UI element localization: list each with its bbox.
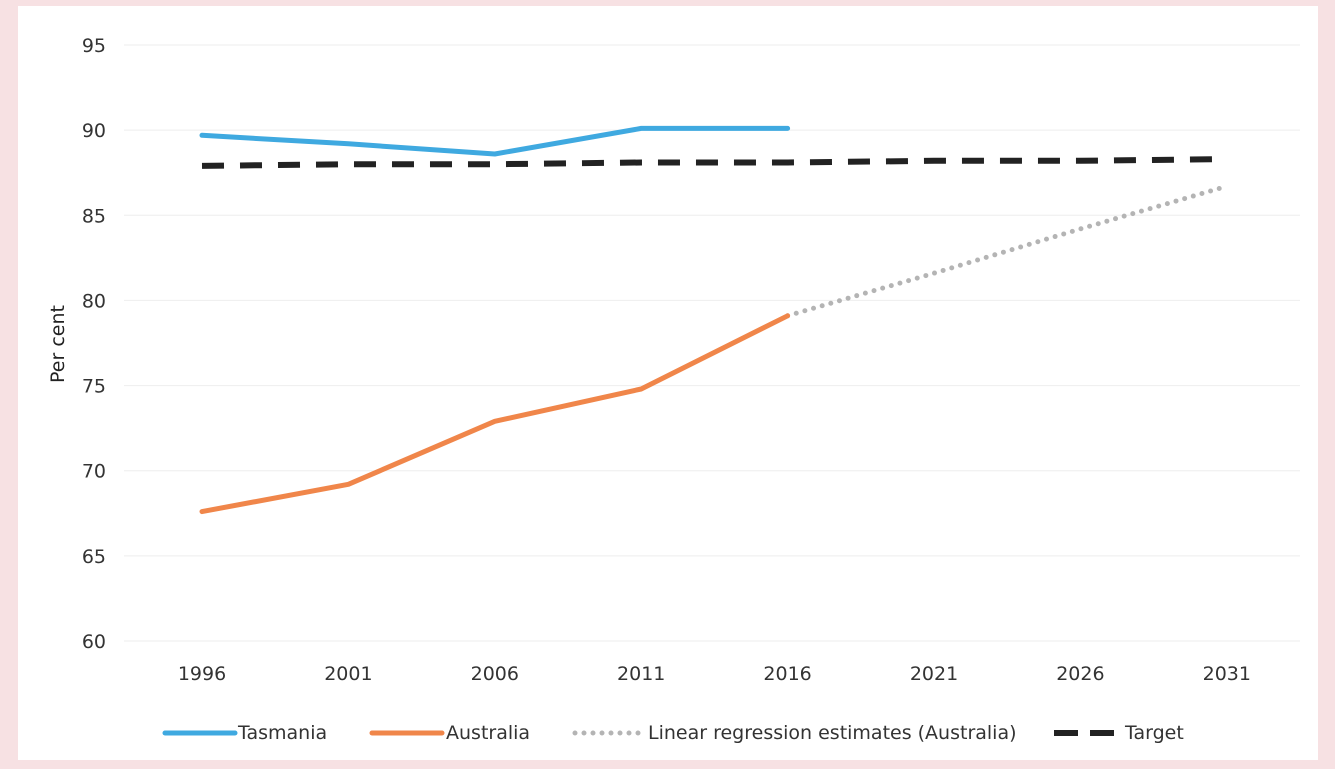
series-line-target <box>201 156 1227 169</box>
legend-item: Tasmania <box>162 722 327 744</box>
legend-item: Target <box>1054 722 1184 744</box>
y-tick-label: 70 <box>82 461 106 483</box>
y-axis-ticks: 60 65 70 75 80 85 90 95 <box>82 35 106 653</box>
y-tick-label: 60 <box>82 631 106 653</box>
y-tick-label: 90 <box>82 120 106 142</box>
y-axis-title: Per cent <box>47 305 69 383</box>
x-tick-label: 2031 <box>1203 663 1251 685</box>
y-tick-label: 65 <box>82 546 106 568</box>
legend-label: Tasmania <box>237 722 327 744</box>
x-tick-label: 2001 <box>324 663 372 685</box>
gridlines <box>124 44 1300 642</box>
legend: Tasmania Australia Linear regression estim… <box>162 722 1184 744</box>
legend-label: Australia <box>446 722 530 744</box>
chart-frame <box>18 6 1318 760</box>
y-tick-label: 95 <box>82 35 106 57</box>
x-tick-label: 2021 <box>910 663 958 685</box>
legend-label: Target <box>1124 722 1184 744</box>
legend-item: Linear regression estimates (Australia) <box>572 722 1017 744</box>
series-line-tasmania <box>199 125 791 157</box>
y-tick-label: 85 <box>82 205 106 227</box>
y-tick-label: 80 <box>82 290 106 312</box>
x-tick-label: 2016 <box>763 663 811 685</box>
x-tick-label: 1996 <box>178 663 226 685</box>
x-tick-label: 2006 <box>471 663 519 685</box>
x-axis-ticks: 1996 2001 2006 2011 2016 2021 2026 2031 <box>178 663 1251 685</box>
series-line-linear-regression-estimates-australia <box>785 183 1230 319</box>
x-tick-label: 2011 <box>617 663 665 685</box>
x-tick-label: 2026 <box>1056 663 1104 685</box>
series-line-australia <box>199 313 791 515</box>
legend-item: Australia <box>369 722 530 744</box>
series-lines <box>199 125 1230 515</box>
legend-label: Linear regression estimates (Australia) <box>648 722 1017 744</box>
y-tick-label: 75 <box>82 376 106 398</box>
